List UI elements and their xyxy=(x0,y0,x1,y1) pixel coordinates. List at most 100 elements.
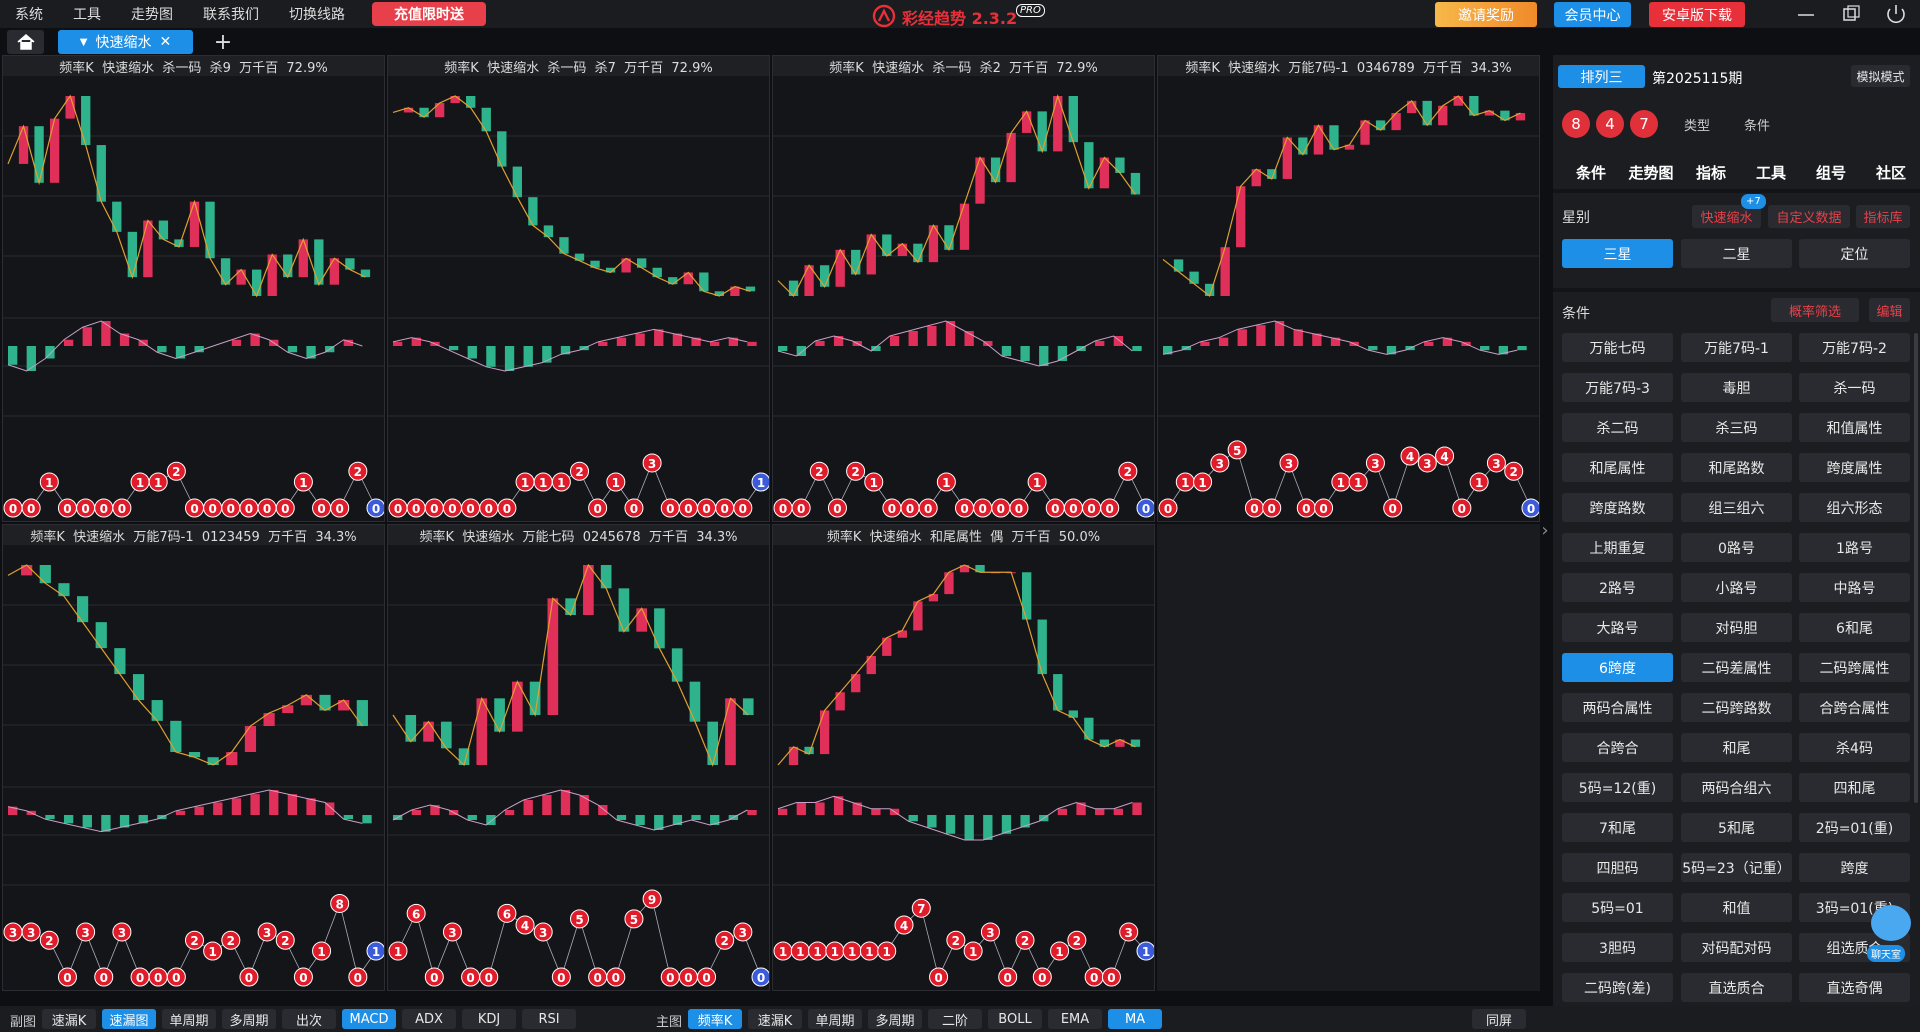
nav-tab[interactable]: 工具 xyxy=(1755,164,1786,182)
condition-button[interactable]: 杀一码 xyxy=(1799,373,1910,402)
tab[interactable]: ▼ 快速缩水 ✕ xyxy=(58,30,193,54)
condition-button[interactable]: 组三组六 xyxy=(1681,493,1792,522)
sub-item[interactable]: ADX xyxy=(402,1009,456,1029)
sub-item[interactable]: RSI xyxy=(522,1009,576,1029)
condition-button[interactable]: 直选质合 xyxy=(1681,973,1792,1002)
condition-button[interactable]: 5码=01 xyxy=(1562,893,1673,922)
condition-button[interactable]: 组六形态 xyxy=(1799,493,1910,522)
menu-item[interactable]: 切换线路 xyxy=(289,7,345,23)
condition-button[interactable]: 万能7码-2 xyxy=(1799,333,1910,362)
condition-button[interactable]: 直选奇偶 xyxy=(1799,973,1910,1002)
lottery-select[interactable]: 排列三 xyxy=(1558,65,1645,88)
nav-tab[interactable]: 条件 xyxy=(1575,164,1606,182)
condition-button[interactable]: 大路号 xyxy=(1562,613,1673,642)
sub-item[interactable]: 多周期 xyxy=(222,1009,276,1029)
star-button[interactable]: 二星 xyxy=(1681,239,1792,268)
condition-button[interactable]: 二码跨(差) xyxy=(1562,973,1673,1002)
prob-filter[interactable]: 概率筛选 xyxy=(1771,298,1859,322)
sub-item[interactable]: 单周期 xyxy=(162,1009,216,1029)
condition-button[interactable]: 小路号 xyxy=(1681,573,1792,602)
condition-button[interactable]: 对码胆 xyxy=(1681,613,1792,642)
condition-button[interactable]: 1路号 xyxy=(1799,533,1910,562)
condition-button[interactable]: 6跨度 xyxy=(1562,653,1673,682)
condition-button[interactable]: 杀三码 xyxy=(1681,413,1792,442)
nav-tab[interactable]: 组号 xyxy=(1815,164,1846,182)
tool-button[interactable]: 快速缩水 xyxy=(1692,205,1761,228)
condition-button[interactable]: 两码合属性 xyxy=(1562,693,1673,722)
condition-button[interactable]: 对码配对码 xyxy=(1681,933,1792,962)
condition-button[interactable]: 3胆码 xyxy=(1562,933,1673,962)
tab-close[interactable]: ✕ xyxy=(159,34,172,50)
window-controls[interactable] xyxy=(1794,4,1914,26)
condition-button[interactable]: 跨度属性 xyxy=(1799,453,1910,482)
menu-item[interactable]: 系统 xyxy=(15,7,43,23)
condition-button[interactable]: 和尾属性 xyxy=(1562,453,1673,482)
condition-button[interactable]: 6和尾 xyxy=(1799,613,1910,642)
nav-tab[interactable]: 指标 xyxy=(1695,164,1726,182)
edit-button[interactable]: 编辑 xyxy=(1869,298,1910,322)
main-item[interactable]: 单周期 xyxy=(808,1009,862,1029)
condition-button[interactable]: 和尾路数 xyxy=(1681,453,1792,482)
condition-button[interactable]: 5码=23（记重） xyxy=(1681,853,1792,882)
condition-button[interactable]: 中路号 xyxy=(1799,573,1910,602)
condition-button[interactable]: 二码跨属性 xyxy=(1799,653,1910,682)
condition-button[interactable]: 二码跨路数 xyxy=(1681,693,1792,722)
nav-tab[interactable]: 社区 xyxy=(1875,164,1906,182)
sub-item[interactable]: 速漏图 xyxy=(102,1009,156,1029)
condition-button[interactable]: 5和尾 xyxy=(1681,813,1792,842)
condition-button[interactable]: 和值 xyxy=(1681,893,1792,922)
menu-item[interactable]: 走势图 xyxy=(131,7,173,23)
top-button[interactable]: 安卓版下载 xyxy=(1649,2,1745,27)
condition-button[interactable]: 二码差属性 xyxy=(1681,653,1792,682)
condition-button[interactable]: 和值属性 xyxy=(1799,413,1910,442)
condition-button[interactable]: 跨度 xyxy=(1799,853,1910,882)
star-button[interactable]: 三星 xyxy=(1562,239,1673,268)
top-button[interactable]: 邀请奖励 xyxy=(1435,2,1537,27)
condition-button[interactable]: 四和尾 xyxy=(1799,773,1910,802)
condition-button[interactable]: 和尾 xyxy=(1681,733,1792,762)
condition-button[interactable]: 万能7码-3 xyxy=(1562,373,1673,402)
tool-button[interactable]: 指标库 xyxy=(1856,205,1910,228)
condition-button[interactable]: 万能七码 xyxy=(1562,333,1673,362)
condition-button[interactable]: 7和尾 xyxy=(1562,813,1673,842)
condition-button[interactable]: 四胆码 xyxy=(1562,853,1673,882)
collapse-arrow[interactable]: › xyxy=(1541,519,1549,541)
main-item[interactable]: BOLL xyxy=(988,1009,1042,1029)
condition-button[interactable]: 合跨合属性 xyxy=(1799,693,1910,722)
condition-button[interactable]: 上期重复 xyxy=(1562,533,1673,562)
main-item[interactable]: 频率K xyxy=(688,1009,742,1029)
condition-button[interactable]: 合跨合 xyxy=(1562,733,1673,762)
top-button[interactable]: 会员中心 xyxy=(1554,2,1631,27)
main-item[interactable]: MA xyxy=(1108,1009,1162,1029)
menu-item[interactable]: 工具 xyxy=(73,7,101,23)
sub-item[interactable]: MACD xyxy=(342,1009,396,1029)
condition-button[interactable]: 跨度路数 xyxy=(1562,493,1673,522)
home-button[interactable] xyxy=(7,30,44,54)
same-screen[interactable]: 同屏 xyxy=(1472,1009,1526,1029)
condition-button[interactable]: 杀二码 xyxy=(1562,413,1673,442)
filter-select[interactable]: 条件 xyxy=(1744,119,1771,134)
nav-tab[interactable]: 走势图 xyxy=(1628,164,1674,182)
star-button[interactable]: 定位 xyxy=(1799,239,1910,268)
promo-button[interactable]: 充值限时送 xyxy=(372,2,486,26)
filter-select[interactable]: 类型 xyxy=(1684,119,1711,134)
add-tab[interactable]: + xyxy=(213,29,233,55)
main-item[interactable]: 多周期 xyxy=(868,1009,922,1029)
tool-button[interactable]: 自定义数据 xyxy=(1768,205,1850,228)
condition-button[interactable]: 两码合组六 xyxy=(1681,773,1792,802)
mode-button[interactable]: 模拟模式 xyxy=(1851,65,1910,87)
sub-item[interactable]: 速漏K xyxy=(42,1009,96,1029)
main-item[interactable]: 二阶 xyxy=(928,1009,982,1029)
condition-button[interactable]: 2路号 xyxy=(1562,573,1673,602)
menu-item[interactable]: 联系我们 xyxy=(203,7,259,23)
sub-item[interactable]: KDJ xyxy=(462,1009,516,1029)
main-item[interactable]: EMA xyxy=(1048,1009,1102,1029)
condition-button[interactable]: 毒胆 xyxy=(1681,373,1792,402)
chat-bubble[interactable]: 聊天室 xyxy=(1863,905,1919,967)
condition-button[interactable]: 5码=12(重) xyxy=(1562,773,1673,802)
condition-button[interactable]: 杀4码 xyxy=(1799,733,1910,762)
main-item[interactable]: 速漏K xyxy=(748,1009,802,1029)
sub-item[interactable]: 出次 xyxy=(282,1009,336,1029)
condition-button[interactable]: 万能7码-1 xyxy=(1681,333,1792,362)
condition-button[interactable]: 0路号 xyxy=(1681,533,1792,562)
